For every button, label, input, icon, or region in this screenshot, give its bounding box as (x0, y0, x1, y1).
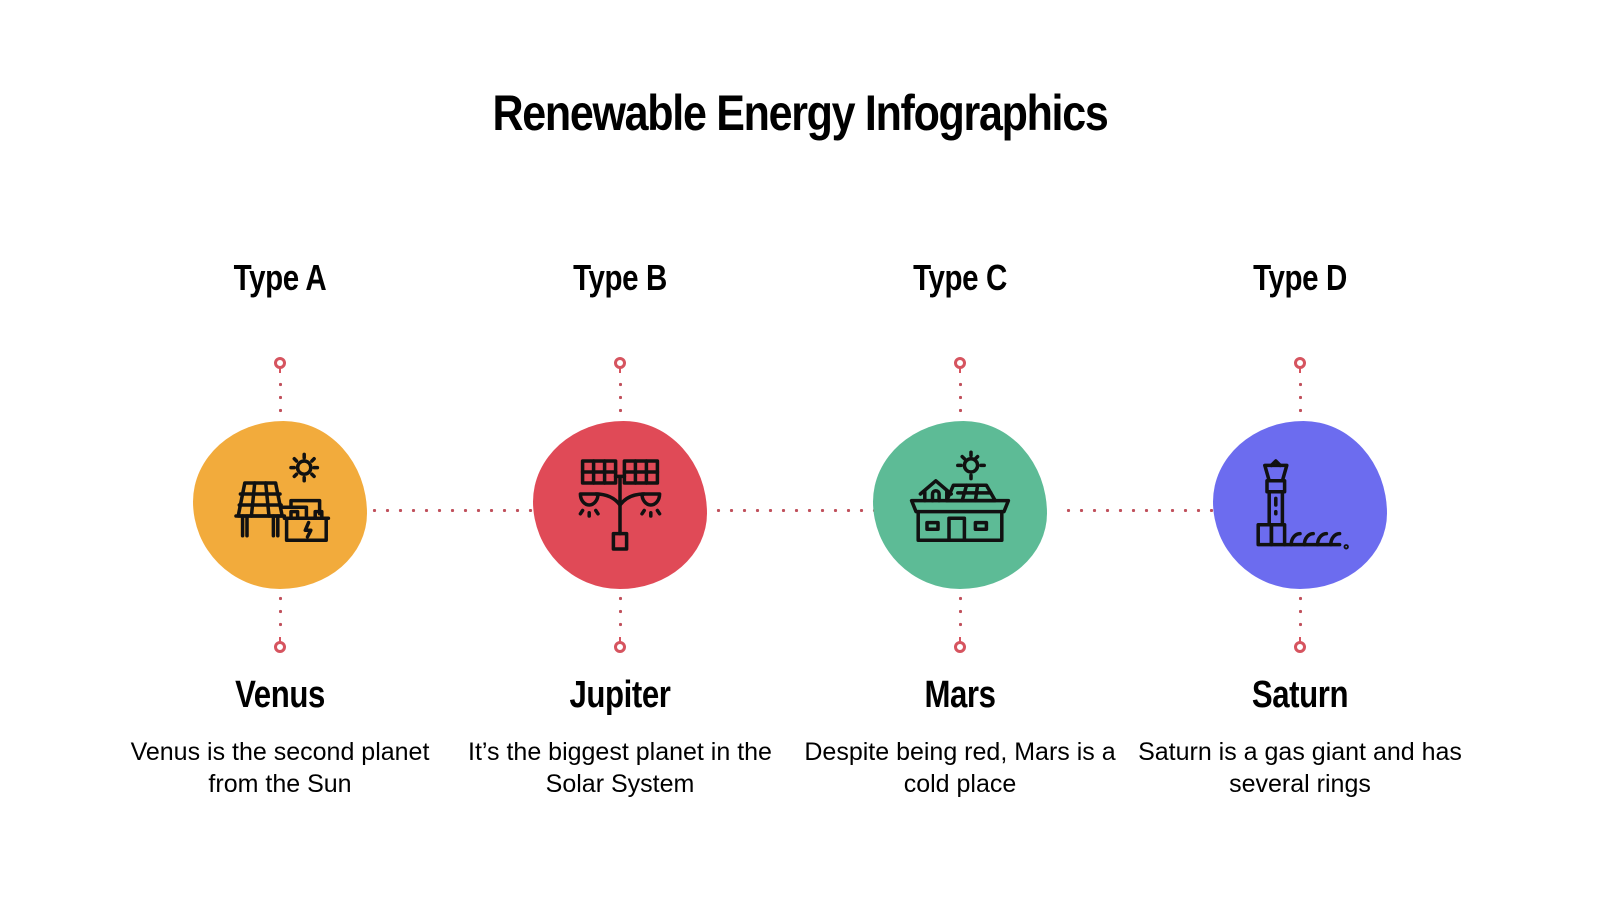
page-title: Renewable Energy Infographics (492, 85, 1109, 141)
item-type-c: Type C Mars Despite being red, Mars is a… (790, 0, 1130, 900)
vertical-connector (278, 592, 282, 636)
item-description: Venus is the second planet from the Sun (130, 738, 430, 798)
item-type-d: Type D Saturn Saturn is a gas giant and … (1130, 0, 1470, 900)
type-label: Type B (573, 257, 667, 298)
pin-marker-icon (614, 357, 626, 373)
pin-marker-icon (1294, 357, 1306, 373)
solar-street-lamp-icon (578, 459, 662, 551)
vertical-connector (278, 378, 282, 422)
item-name: Venus (235, 674, 325, 716)
pin-marker-icon (274, 357, 286, 373)
pin-marker-icon (614, 637, 626, 653)
item-name: Jupiter (569, 674, 671, 716)
type-label: Type A (233, 257, 327, 298)
item-type-a: Type A Venus Venus is the second planet … (110, 0, 450, 900)
icon-blob (873, 421, 1047, 589)
lighthouse-waves-icon (1256, 459, 1349, 550)
solar-house-icon (909, 450, 1011, 542)
vertical-connector (1298, 378, 1302, 422)
pin-marker-icon (274, 637, 286, 653)
type-label: Type C (913, 257, 1007, 298)
item-description: It’s the biggest planet in the Solar Sys… (468, 738, 772, 798)
vertical-connector (1298, 592, 1302, 636)
connector-a-b (368, 509, 544, 512)
type-label: Type D (1253, 257, 1347, 298)
item-name: Saturn (1251, 674, 1349, 716)
connector-b-c (712, 509, 890, 512)
vertical-connector (618, 378, 622, 422)
vertical-connector (958, 378, 962, 422)
pin-marker-icon (954, 357, 966, 373)
icon-blob (533, 421, 707, 589)
vertical-connector (618, 592, 622, 636)
item-description: Saturn is a gas giant and has several ri… (1138, 738, 1462, 798)
solar-panel-battery-icon (234, 452, 331, 542)
pin-marker-icon (954, 637, 966, 653)
vertical-connector (958, 592, 962, 636)
connector-c-d (1062, 509, 1232, 512)
icon-blob (1213, 421, 1387, 589)
pin-marker-icon (1294, 637, 1306, 653)
item-type-b: Type B Jupiter It’s the biggest planet i… (450, 0, 790, 900)
item-description: Despite being red, Mars is a cold place (804, 738, 1116, 798)
item-name: Mars (924, 674, 996, 716)
icon-blob (193, 421, 367, 589)
